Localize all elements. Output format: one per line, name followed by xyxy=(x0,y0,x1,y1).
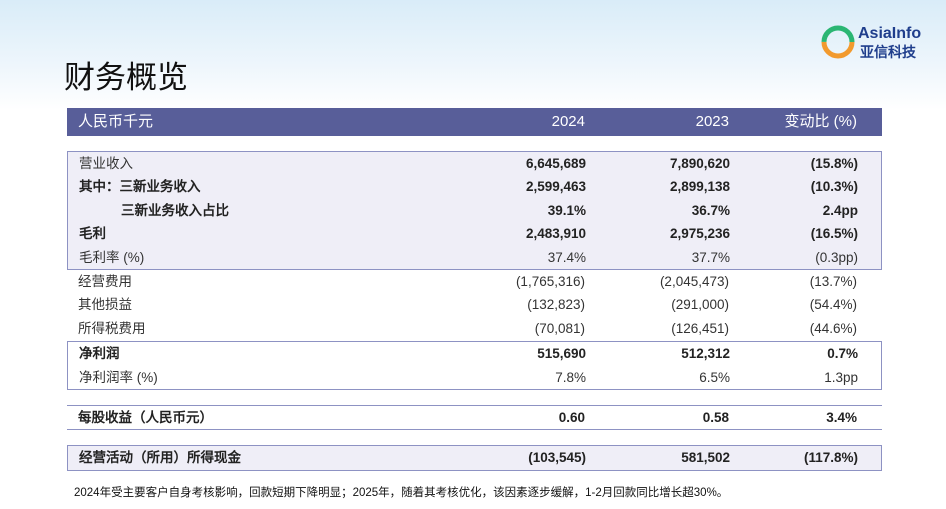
column-header: 变动比 (%) xyxy=(784,113,858,130)
table-row: 毛利率 (%) 37.4% 37.7% (0.3pp) xyxy=(68,246,881,269)
header-row: 人民币千元 2024 2023 变动比 (%) xyxy=(67,108,882,136)
cell: (126,451) xyxy=(671,320,729,336)
cell: 2.4pp xyxy=(822,202,858,218)
cell: 0.58 xyxy=(702,409,729,425)
cell: 7.8% xyxy=(555,369,586,385)
background xyxy=(0,0,946,110)
section: 经营活动（所用）所得现金 (103,545) 581,502 (117.8%) xyxy=(67,445,882,471)
column-header: 2023 xyxy=(695,113,729,130)
cell: 515,690 xyxy=(537,346,586,362)
cell: 7,890,620 xyxy=(669,156,730,171)
logo-ring xyxy=(821,25,855,59)
cell: 6,645,689 xyxy=(525,156,586,171)
cell: 每股收益（人民币元） xyxy=(78,409,213,425)
section: 净利润 515,690 512,312 0.7% 净利润率 (%) 7.8% 6.5% 1.3… xyxy=(67,341,882,390)
logo-text: AsiaInfo xyxy=(858,25,921,42)
column-header: 2024 xyxy=(551,113,585,130)
table-row: 经营费用 (1,765,316) (2,045,473) (13.7%) xyxy=(67,270,882,293)
cell: (103,545) xyxy=(528,450,586,466)
table-row: 营业收入 6,645,689 7,890,620 (15.8%) xyxy=(68,152,881,175)
cell: 净利润 xyxy=(79,346,120,362)
cell: (44.6%) xyxy=(809,320,857,336)
cell: 2,483,910 xyxy=(525,226,586,242)
cell: 所得税费用 xyxy=(78,320,146,336)
logo-text: 亚信科技 xyxy=(860,44,917,60)
cell: 经营费用 xyxy=(78,273,132,289)
cell: (70,081) xyxy=(534,320,585,336)
section: 经营费用 (1,765,316) (2,045,473) (13.7%) 其他损益 (13… xyxy=(67,270,882,340)
table-row: 净利润 515,690 512,312 0.7% xyxy=(68,342,881,365)
table-row: 毛利 2,483,910 2,975,236 (16.5%) xyxy=(68,222,881,245)
cell: 毛利 xyxy=(79,226,106,242)
cell: 营业收入 xyxy=(79,156,133,171)
section: 每股收益（人民币元） 0.60 0.58 3.4% xyxy=(67,404,882,431)
footnote: 2024年受主要客户自身考核影响，回款短期下降明显；2025年，随着其考核优化，… xyxy=(74,487,729,499)
cell: 2,599,463 xyxy=(525,179,586,195)
cell: 三新业务收入占比 xyxy=(121,202,229,218)
cell: (15.8%) xyxy=(810,156,858,171)
cell: 2,899,138 xyxy=(669,179,730,195)
cell: 其他损益 xyxy=(78,297,132,313)
cell: 37.7% xyxy=(691,249,730,265)
cell: 581,502 xyxy=(681,450,730,466)
cell: 0.7% xyxy=(827,346,858,362)
cell: 512,312 xyxy=(681,346,730,362)
section: 营业收入 6,645,689 7,890,620 (15.8%) 其中：三新业务收入 2,… xyxy=(67,151,882,270)
title: 财务概览 xyxy=(64,60,188,95)
cell: 0.60 xyxy=(558,409,585,425)
table-row: 每股收益（人民币元） 0.60 0.58 3.4% xyxy=(67,406,882,429)
cell: (1,765,316) xyxy=(515,273,585,289)
cell: (291,000) xyxy=(671,297,729,313)
cell: 39.1% xyxy=(547,202,586,218)
cell: (16.5%) xyxy=(810,226,858,242)
cell: 2,975,236 xyxy=(669,226,730,242)
cell: (0.3pp) xyxy=(815,249,858,265)
table-row: 所得税费用 (70,081) (126,451) (44.6%) xyxy=(67,317,882,340)
table-row: 净利润率 (%) 7.8% 6.5% 1.3pp xyxy=(68,366,881,389)
cell: 经营活动（所用）所得现金 xyxy=(79,450,241,466)
cell: 净利润率 (%) xyxy=(79,369,158,385)
cell: 6.5% xyxy=(699,369,730,385)
cell: 毛利率 (%) xyxy=(79,249,145,265)
table-row: 其他损益 (132,823) (291,000) (54.4%) xyxy=(67,293,882,316)
cell: 3.4% xyxy=(826,409,857,425)
cell: 其中：三新业务收入 xyxy=(79,179,201,195)
table: 人民币千元 2024 2023 变动比 (%) 营业收入 6,645,689 7,890,6… xyxy=(67,108,882,471)
cell: 36.7% xyxy=(691,202,730,218)
cell: (54.4%) xyxy=(809,297,857,313)
cell: 1.3pp xyxy=(824,369,858,385)
cell: (10.3%) xyxy=(810,179,858,195)
cell: 37.4% xyxy=(547,249,586,265)
cell: (117.8%) xyxy=(803,450,858,466)
cell: (2,045,473) xyxy=(659,273,729,289)
table-row: 其中：三新业务收入 2,599,463 2,899,138 (10.3%) xyxy=(68,175,881,198)
cell: (13.7%) xyxy=(809,273,857,289)
column-header: 人民币千元 xyxy=(78,113,154,130)
cell: (132,823) xyxy=(527,297,585,313)
table-row: 经营活动（所用）所得现金 (103,545) 581,502 (117.8%) xyxy=(68,446,881,469)
table-row: 三新业务收入占比 39.1% 36.7% 2.4pp xyxy=(68,199,881,222)
logo: AsiaInfo 亚信科技 xyxy=(821,25,921,60)
